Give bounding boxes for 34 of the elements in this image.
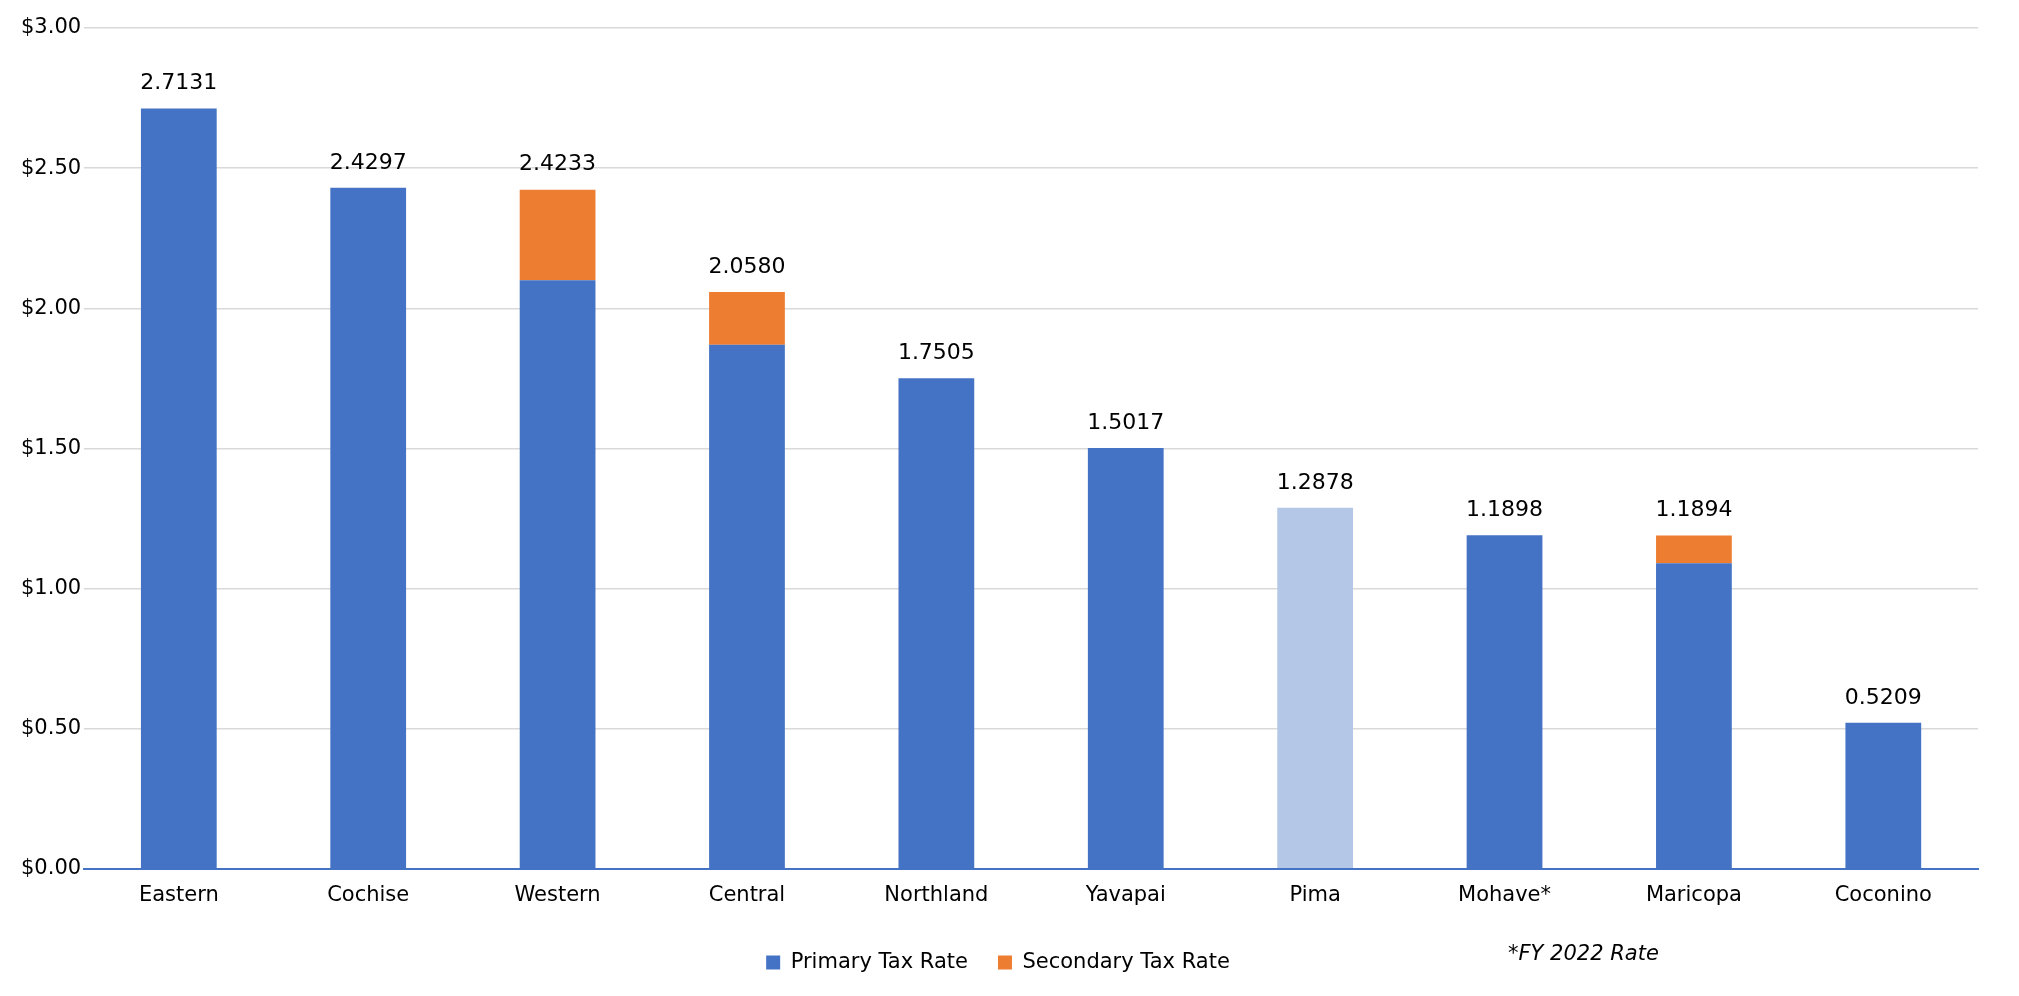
bar <box>709 292 785 345</box>
text: *FY 2022 Rate <box>1508 941 1659 965</box>
x-tick-label: Western <box>514 881 601 906</box>
x-tick-label: Mohave* <box>1458 881 1552 906</box>
legend-label: Primary Tax Rate <box>790 948 968 973</box>
x-tick-label: Central <box>708 881 786 906</box>
total-label: 1.1894 <box>1655 496 1733 522</box>
total-label: 1.2878 <box>1276 468 1354 494</box>
y-tick-label: $1.50 <box>20 434 82 459</box>
total-label: 1.1898 <box>1466 496 1544 522</box>
x-tick-label: Coconino <box>1834 881 1932 906</box>
x-tick-label: Cochise <box>327 881 410 906</box>
total-label: 0.5209 <box>1844 683 1922 709</box>
y-tick-label: $2.00 <box>20 294 82 319</box>
y-tick-label: $1.00 <box>20 574 82 599</box>
legend-label: Secondary Tax Rate <box>1022 948 1230 973</box>
y-tick-label: $0.50 <box>20 715 82 740</box>
total-label: 2.4297 <box>329 148 407 174</box>
x-tick-label: Eastern <box>138 881 219 906</box>
y-tick-label: $0.00 <box>20 855 82 880</box>
x-tick-label: Northland <box>884 881 989 906</box>
total-label: 1.5017 <box>1087 408 1165 434</box>
x-tick-label: Yavapai <box>1084 881 1166 906</box>
total-label: 2.7131 <box>140 69 218 95</box>
bar <box>1656 535 1732 564</box>
total-label: 1.7505 <box>897 338 975 364</box>
x-tick-label: Pima <box>1289 881 1341 906</box>
total-label: 2.4233 <box>519 150 597 176</box>
y-tick-label: $3.00 <box>20 14 82 39</box>
y-tick-label: $2.50 <box>20 154 82 179</box>
bar <box>519 189 596 281</box>
total-label: 2.0580 <box>708 252 786 278</box>
bar <box>1277 507 1354 869</box>
x-tick-label: Maricopa <box>1645 881 1742 906</box>
